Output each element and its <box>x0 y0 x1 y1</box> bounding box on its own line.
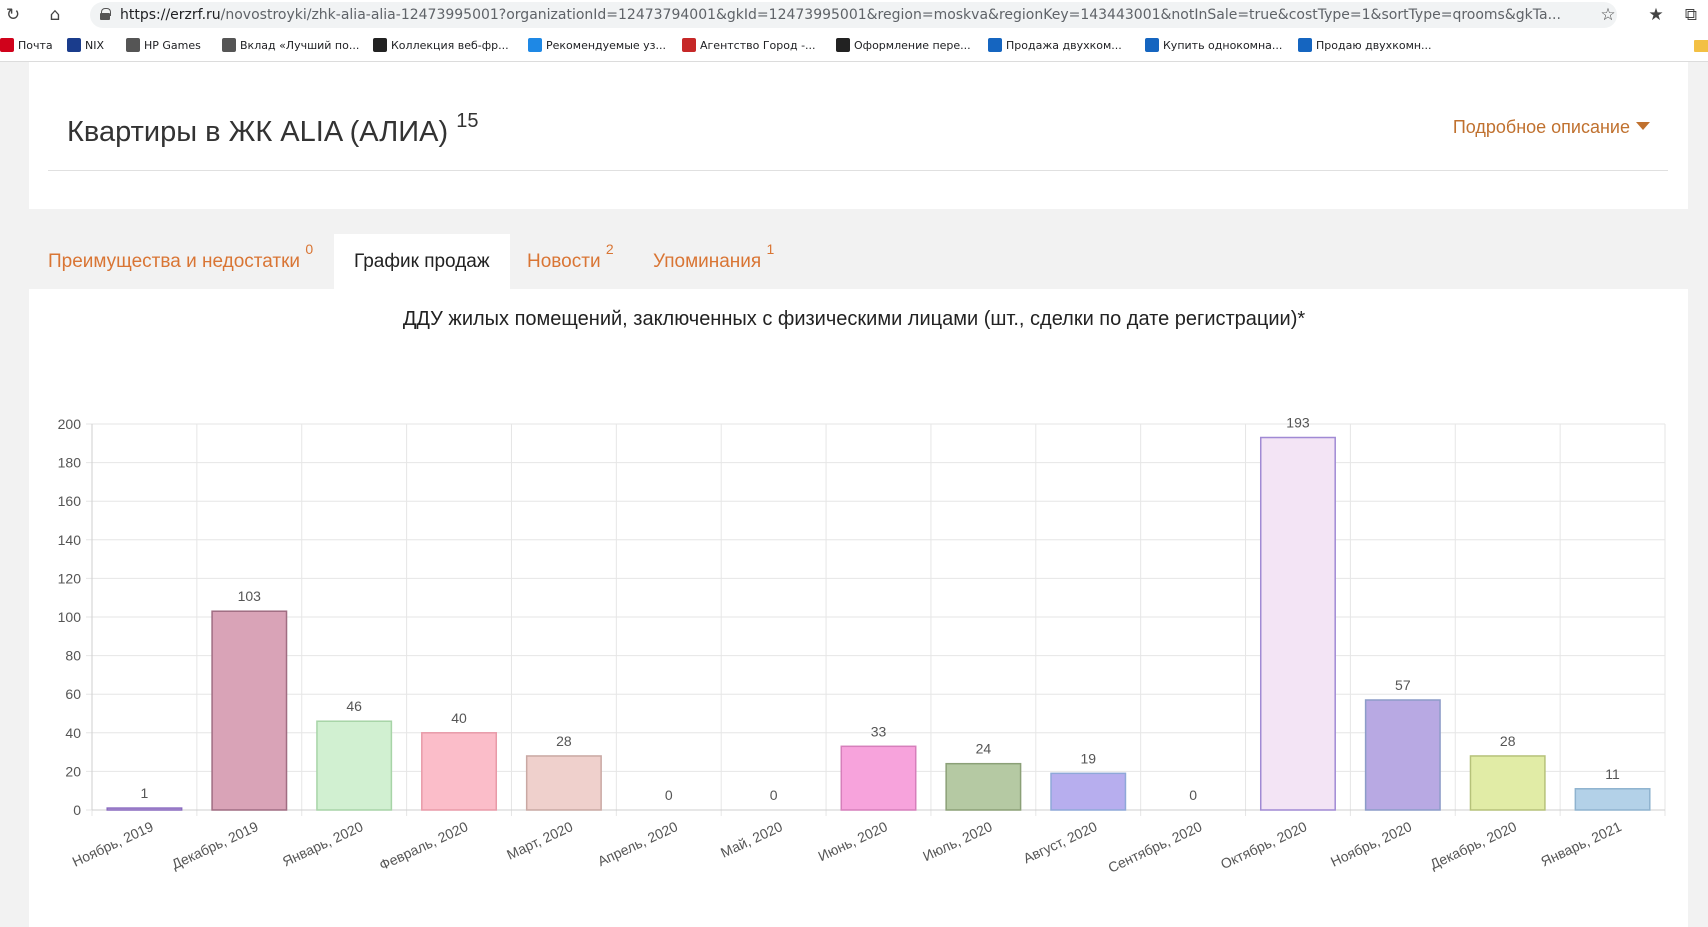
bookmark-item[interactable]: Агентство Город -... <box>700 39 816 52</box>
bar <box>840 745 917 811</box>
x-tick-label: Май, 2020 <box>718 818 785 861</box>
data-label: 193 <box>1286 415 1310 431</box>
y-tick-label: 80 <box>65 648 81 664</box>
x-tick-label: Декабрь, 2020 <box>1427 818 1519 872</box>
bar <box>1574 788 1651 811</box>
bookmark-item[interactable]: Продаю двухкомн... <box>1316 39 1432 52</box>
bar <box>945 762 1022 811</box>
bar <box>106 807 183 811</box>
bookmark-icon <box>373 38 387 52</box>
data-label: 33 <box>871 723 887 739</box>
y-tick-label: 180 <box>58 455 82 471</box>
x-tick-label: Август, 2020 <box>1021 818 1100 866</box>
bookmark-icon <box>988 38 1002 52</box>
x-tick-label: Январь, 2020 <box>280 818 366 869</box>
bookmark-item[interactable]: NIX <box>85 39 105 52</box>
detail-description-link[interactable]: Подробное описание <box>1453 117 1650 138</box>
data-label: 0 <box>1189 787 1197 803</box>
url-field[interactable]: https://erzrf.ru/novostroyki/zhk-alia-al… <box>90 2 1617 28</box>
title-count: 15 <box>456 110 479 132</box>
x-tick-label: Ноябрь, 2019 <box>70 818 156 870</box>
bar <box>316 720 393 811</box>
y-tick-label: 100 <box>58 609 82 625</box>
x-tick-label: Октябрь, 2020 <box>1218 818 1309 872</box>
bookmark-icon <box>67 38 81 52</box>
data-label: 40 <box>451 710 467 726</box>
bar <box>525 755 602 811</box>
data-label: 19 <box>1080 750 1096 766</box>
chart-title: ДДУ жилых помещений, заключенных с физич… <box>402 308 1306 330</box>
bar <box>211 610 288 811</box>
divider <box>48 170 1668 171</box>
data-label: 11 <box>1605 766 1620 782</box>
bookmark-item[interactable]: Коллекция веб-фр... <box>391 39 509 52</box>
data-label: 28 <box>556 733 572 749</box>
y-tick-label: 200 <box>58 416 82 432</box>
x-tick-label: Январь, 2021 <box>1538 818 1624 869</box>
x-tick-label: Декабрь, 2019 <box>169 818 261 872</box>
x-tick-label: Сентябрь, 2020 <box>1105 818 1204 876</box>
tab-advantages[interactable]: Преимущества и недостатки 0 <box>48 240 314 272</box>
browser-address-bar: ↻ ⌂ https://erzrf.ru/novostroyki/zhk-ali… <box>0 0 1708 30</box>
page-title: Квартиры в ЖК ALIA (АЛИА) 15 <box>67 110 479 148</box>
bookmark-icon <box>1298 38 1312 52</box>
bookmark-item[interactable]: Рекомендуемые уз... <box>546 39 667 52</box>
chart-card <box>29 289 1688 927</box>
y-tick-label: 160 <box>58 493 82 509</box>
tab-mentions[interactable]: Упоминания 1 <box>653 240 775 272</box>
reload-icon[interactable]: ↻ <box>5 5 21 25</box>
bookmark-item[interactable]: Оформление пере... <box>854 39 971 52</box>
x-tick-label: Ноябрь, 2020 <box>1328 818 1414 870</box>
y-tick-label: 40 <box>65 725 81 741</box>
data-label: 28 <box>1500 733 1516 749</box>
x-tick-label: Февраль, 2020 <box>377 818 471 873</box>
url-text: https://erzrf.ru/novostroyki/zhk-alia-al… <box>120 7 1561 23</box>
y-tick-label: 120 <box>58 570 82 586</box>
bar <box>1469 755 1546 811</box>
bookmark-icon <box>1145 38 1159 52</box>
y-tick-label: 20 <box>65 763 81 779</box>
bookmark-item[interactable]: Продажа двухком... <box>1006 39 1122 52</box>
bookmark-icon <box>682 38 696 52</box>
data-label: 46 <box>346 698 362 714</box>
y-tick-label: 140 <box>58 532 82 548</box>
y-tick-label: 60 <box>65 686 81 702</box>
header-card <box>29 62 1688 209</box>
home-icon[interactable]: ⌂ <box>49 5 61 25</box>
data-label: 24 <box>976 741 992 757</box>
tab-news[interactable]: Новости 2 <box>527 240 614 272</box>
caret-down-icon <box>1636 122 1650 131</box>
bookmark-item[interactable]: Почта <box>18 39 53 52</box>
bookmark-icon <box>836 38 850 52</box>
folder-icon[interactable] <box>1694 40 1708 52</box>
collections-icon[interactable]: ⧉ <box>1684 5 1698 25</box>
data-label: 57 <box>1395 677 1411 693</box>
bar <box>1050 772 1127 811</box>
bar <box>1364 699 1441 811</box>
bar <box>1259 436 1336 811</box>
data-label: 103 <box>238 588 262 604</box>
x-tick-label: Июнь, 2020 <box>815 818 889 864</box>
x-tick-label: Июль, 2020 <box>920 818 995 864</box>
bookmark-icon <box>528 38 542 52</box>
y-tick-label: 0 <box>73 802 81 818</box>
data-label: 1 <box>141 785 149 801</box>
tab-sales-chart[interactable]: График продаж <box>334 234 510 290</box>
x-tick-label: Март, 2020 <box>504 818 575 863</box>
star-icon[interactable]: ☆ <box>1600 5 1616 25</box>
data-label: 0 <box>665 787 673 803</box>
bookmark-icon <box>222 38 236 52</box>
bookmark-item[interactable]: Вклад «Лучший по... <box>240 39 360 52</box>
bookmarks-bar: Почта NIX HP Games Вклад «Лучший по... Колле… <box>0 30 1708 62</box>
bookmark-item[interactable]: Купить однокомна... <box>1163 39 1283 52</box>
bar <box>421 732 498 811</box>
bookmark-icon <box>0 38 14 52</box>
data-label: 0 <box>770 787 778 803</box>
lock-icon <box>100 8 111 20</box>
favorites-icon[interactable]: ★ <box>1648 5 1664 25</box>
bookmark-item[interactable]: HP Games <box>144 39 201 52</box>
x-tick-label: Апрель, 2020 <box>595 818 680 869</box>
bookmark-icon <box>126 38 140 52</box>
